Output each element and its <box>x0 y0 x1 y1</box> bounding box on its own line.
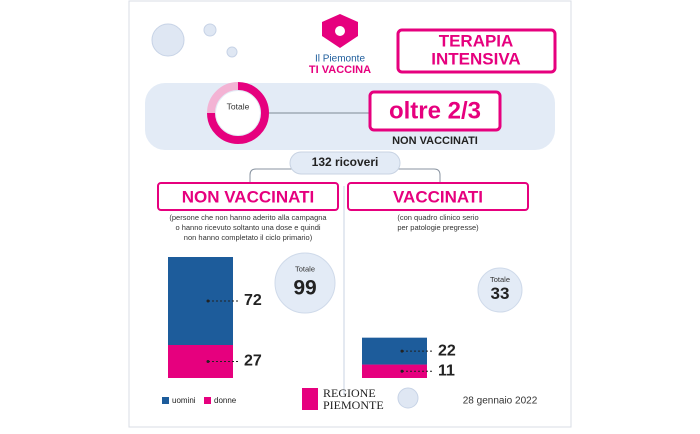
section-note: (persone che non hanno aderito alla camp… <box>169 213 327 222</box>
section-header: VACCINATI <box>393 187 483 206</box>
date: 28 gennaio 2022 <box>463 396 538 407</box>
section-note: per patologie pregresse) <box>397 223 479 232</box>
bar-segment <box>168 257 233 345</box>
total-circle <box>274 252 336 314</box>
region-name: PIEMONTE <box>323 398 384 412</box>
value-label: 22 <box>438 342 456 359</box>
value-label: 11 <box>438 362 455 379</box>
logo-flower <box>335 26 345 36</box>
total-caption: Totale <box>490 275 510 284</box>
value-label: 72 <box>244 292 262 309</box>
total-circle <box>477 267 523 313</box>
logo-text: Il Piemonte <box>315 54 365 65</box>
legend-label: uomini <box>172 396 196 405</box>
donut-center <box>216 91 260 135</box>
bar-segment <box>168 345 233 378</box>
virus-decoration <box>151 23 419 409</box>
title-box <box>396 28 557 74</box>
section-note: o hanno ricevuto soltanto una dose e qui… <box>175 223 320 232</box>
donut-segment <box>207 82 269 144</box>
headline: oltre 2/3 <box>389 97 481 124</box>
subhead: NON VACCINATI <box>392 135 478 147</box>
total-pill <box>289 151 401 175</box>
total-label: 132 ricoveri <box>312 155 379 169</box>
donut-label: Totale <box>227 101 250 111</box>
donut-segment <box>207 82 239 114</box>
total-caption: Totale <box>295 264 315 273</box>
title: INTENSIVA <box>431 49 520 68</box>
section-header-box <box>157 182 339 211</box>
headline-box <box>368 90 502 132</box>
region-name: REGIONE <box>323 386 376 400</box>
value-label: 27 <box>244 353 262 370</box>
bar-segment <box>362 364 427 378</box>
region-crest <box>302 388 318 410</box>
legend-swatch <box>162 397 169 404</box>
bar-segment <box>362 337 427 365</box>
section-note: non hanno completato il ciclo primario) <box>184 233 313 242</box>
legend-label: donne <box>214 396 237 405</box>
logo-text: TI VACCINA <box>309 64 371 76</box>
section-header: NON VACCINATI <box>182 187 315 206</box>
title: TERAPIA <box>439 31 514 50</box>
total-value: 33 <box>491 284 510 303</box>
section-header-box <box>347 182 529 211</box>
total-value: 99 <box>293 277 316 300</box>
section-note: (con quadro clinico serio <box>397 213 478 222</box>
legend-swatch <box>204 397 211 404</box>
